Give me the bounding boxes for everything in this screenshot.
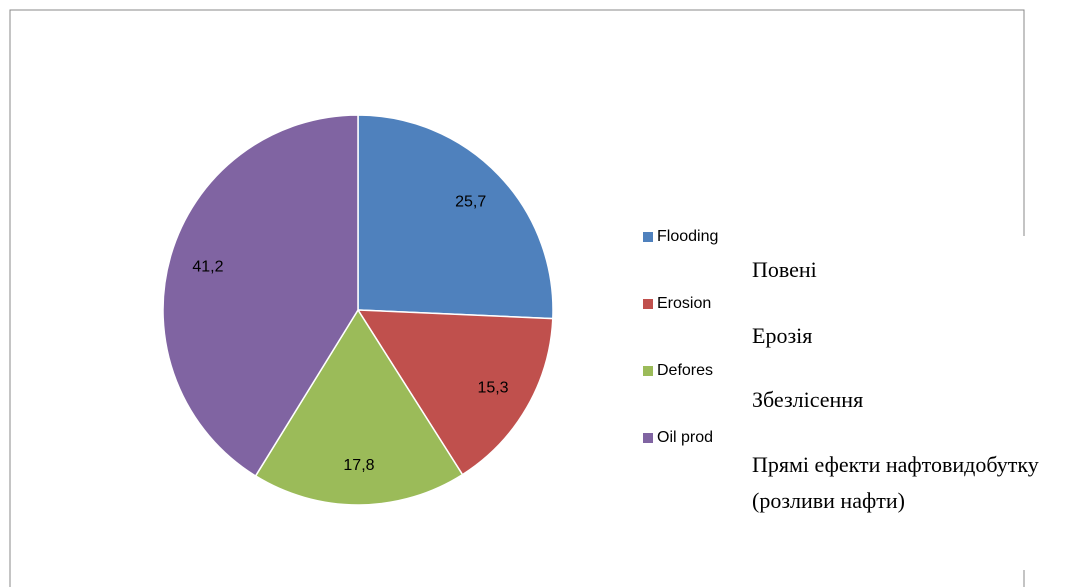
legend-label: Oil prod [657,429,713,446]
text-box [740,236,1082,570]
legend-label: Flooding [657,228,718,245]
pie-slice [162,114,359,477]
data-label: 17,8 [343,457,374,474]
pie-slice [357,114,554,320]
annotation: Збезлісення [752,387,864,412]
annotation: Ерозія [752,323,813,348]
legend-label: Defores [657,362,713,379]
legend-label: Erosion [657,295,711,312]
data-label: 41,2 [192,259,223,276]
legend-swatch [643,366,653,376]
pie-slice [254,308,464,506]
annotation: Прямі ефекти нафтовидобутку (розливи наф… [752,452,1039,513]
data-label: 25,7 [455,193,486,210]
data-label: 15,3 [477,379,508,396]
legend-swatch [643,433,653,443]
annotation: Повені [752,257,817,282]
legend-swatch [643,232,653,242]
pie-slice [356,309,554,476]
legend-swatch [643,299,653,309]
